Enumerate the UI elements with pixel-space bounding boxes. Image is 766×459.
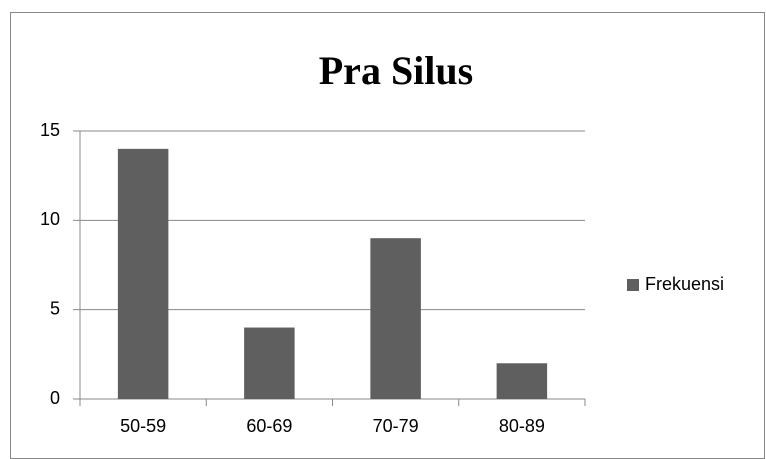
legend-label: Frekuensi: [645, 274, 724, 294]
chart-title: Pra Silus: [319, 48, 473, 93]
y-tick-label: 10: [40, 209, 60, 229]
x-tick-label: 80-89: [499, 416, 545, 436]
bar: [370, 238, 421, 399]
legend-swatch: [627, 279, 639, 291]
bar: [244, 327, 295, 399]
y-tick-label: 15: [40, 120, 60, 140]
y-tick-label: 5: [50, 298, 60, 318]
y-tick-label: 0: [50, 388, 60, 408]
bar: [117, 148, 169, 399]
bar: [496, 363, 548, 399]
x-tick-label: 70-79: [373, 416, 419, 436]
x-tick-label: 60-69: [246, 416, 292, 436]
x-tick-label: 50-59: [120, 416, 166, 436]
